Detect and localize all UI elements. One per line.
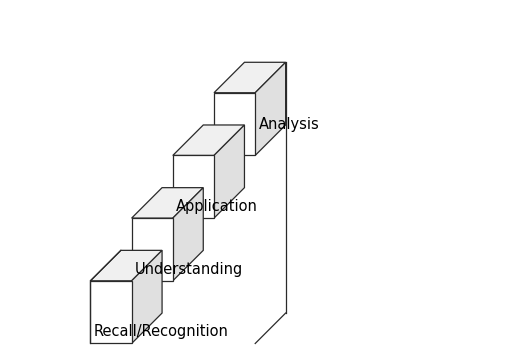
Text: Understanding: Understanding [135, 261, 243, 277]
Polygon shape [90, 250, 162, 281]
Text: Recall/Recognition: Recall/Recognition [94, 324, 228, 339]
Polygon shape [173, 156, 214, 218]
Polygon shape [214, 62, 286, 93]
Polygon shape [173, 188, 203, 281]
Polygon shape [173, 125, 245, 156]
Polygon shape [214, 125, 245, 218]
Polygon shape [132, 218, 173, 281]
Polygon shape [90, 281, 132, 343]
Text: Application: Application [176, 199, 258, 214]
Polygon shape [214, 93, 255, 156]
Polygon shape [132, 188, 203, 218]
Text: Analysis: Analysis [259, 117, 320, 131]
Polygon shape [255, 62, 286, 156]
Polygon shape [132, 250, 162, 343]
